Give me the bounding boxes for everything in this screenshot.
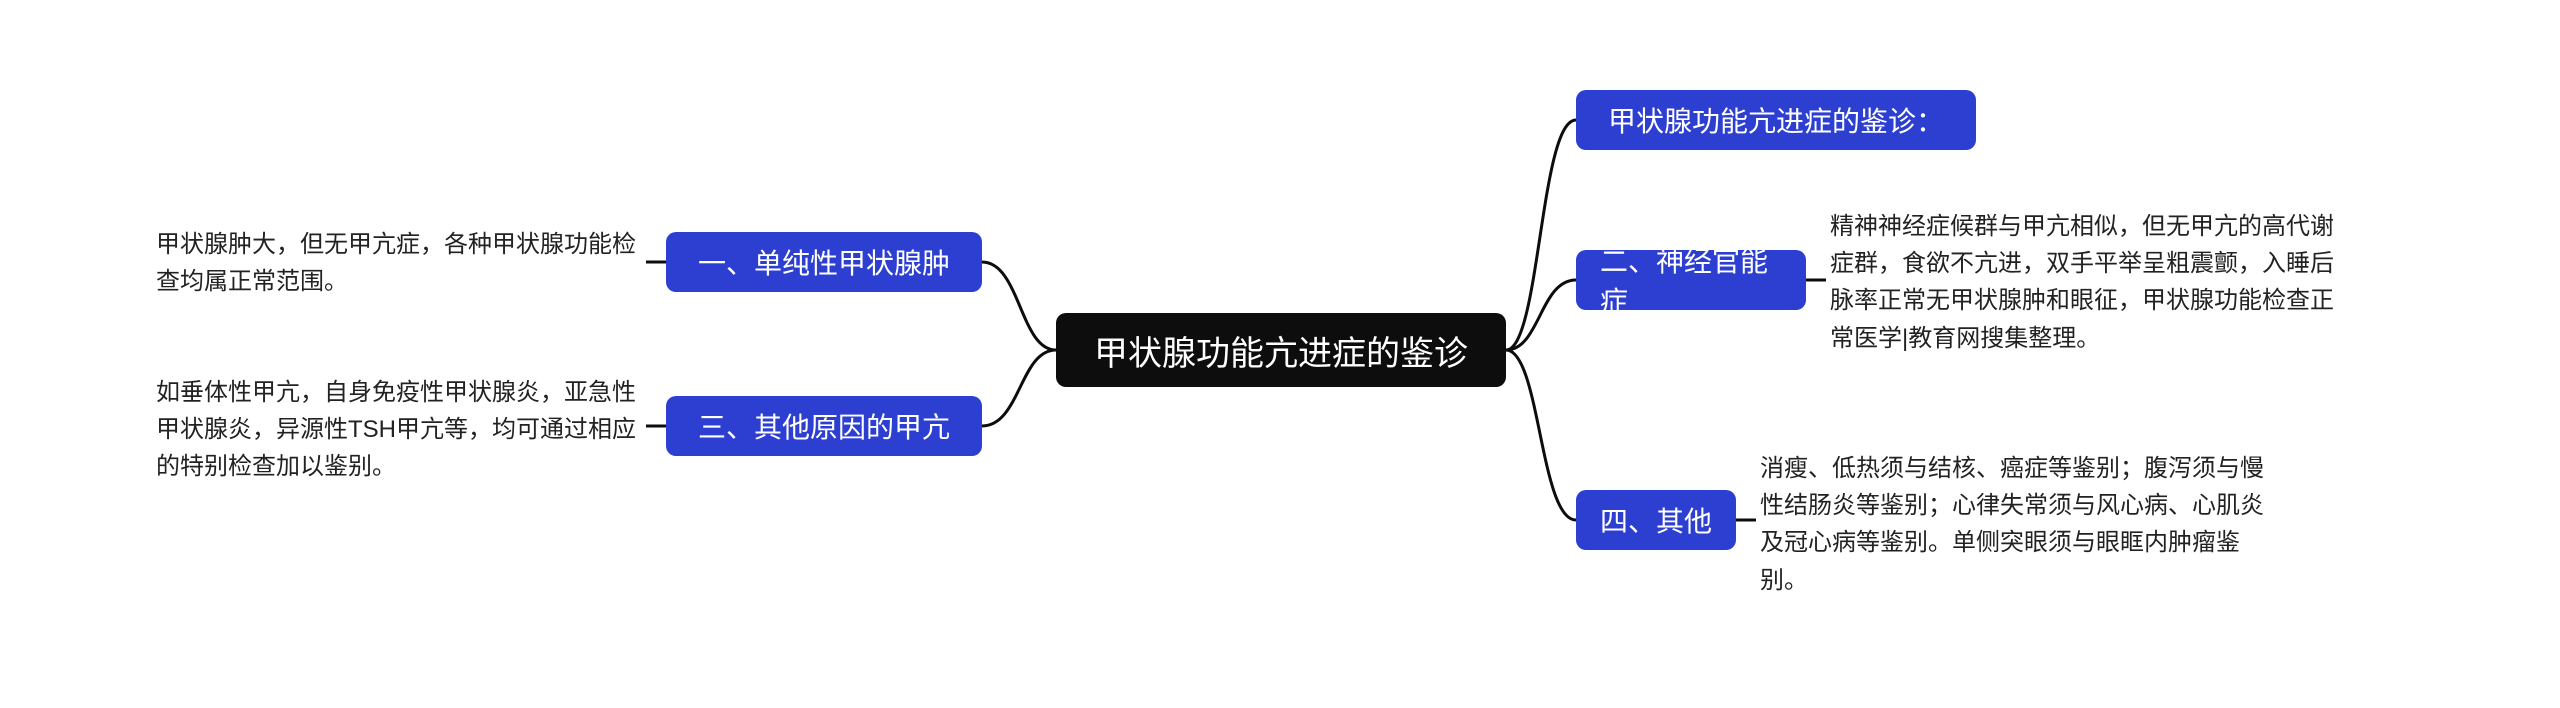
node-label: 甲状腺功能亢进症的鉴诊： bbox=[1608, 100, 1944, 140]
node-left-3: 三、其他原因的甲亢 bbox=[666, 396, 982, 456]
node-label: 一、单纯性甲状腺肿 bbox=[698, 242, 950, 282]
mindmap-canvas: 甲状腺功能亢进症的鉴诊 一、单纯性甲状腺肿 甲状腺肿大，但无甲亢症，各种甲状腺功… bbox=[0, 0, 2560, 708]
node-label: 三、其他原因的甲亢 bbox=[698, 406, 950, 446]
node-label: 二、神经官能症 bbox=[1600, 240, 1782, 320]
node-label: 四、其他 bbox=[1600, 500, 1712, 540]
node-right-4: 四、其他 bbox=[1576, 490, 1736, 550]
node-right-2: 二、神经官能症 bbox=[1576, 250, 1806, 310]
node-left-1-desc: 甲状腺肿大，但无甲亢症，各种甲状腺功能检查均属正常范围。 bbox=[156, 226, 646, 300]
node-left-3-desc: 如垂体性甲亢，自身免疫性甲状腺炎，亚急性甲状腺炎，异源性TSH甲亢等，均可通过相… bbox=[156, 374, 646, 486]
node-right-2-desc: 精神神经症候群与甲亢相似，但无甲亢的高代谢症群，食欲不亢进，双手平举呈粗震颤，入… bbox=[1830, 208, 2340, 357]
center-node: 甲状腺功能亢进症的鉴诊 bbox=[1056, 313, 1506, 387]
node-right-0: 甲状腺功能亢进症的鉴诊： bbox=[1576, 90, 1976, 150]
node-right-4-desc: 消瘦、低热须与结核、癌症等鉴别；腹泻须与慢性结肠炎等鉴别；心律失常须与风心病、心… bbox=[1760, 450, 2270, 599]
node-left-1: 一、单纯性甲状腺肿 bbox=[666, 232, 982, 292]
center-label: 甲状腺功能亢进症的鉴诊 bbox=[1094, 326, 1468, 375]
